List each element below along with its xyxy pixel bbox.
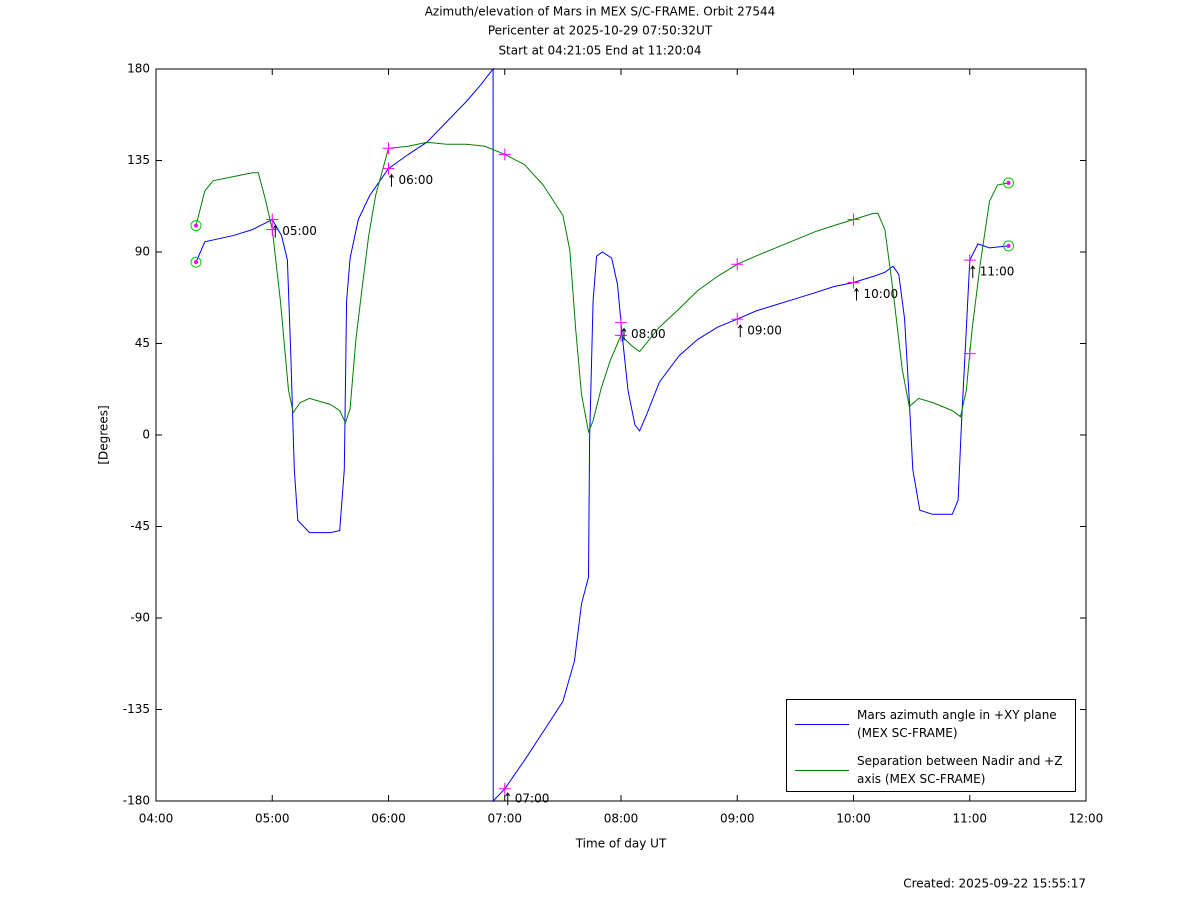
legend-label: Separation between Nadir and +Z axis (ME… (857, 754, 1063, 786)
y-axis-label: [Degrees] (97, 405, 111, 464)
annotation-arrow (272, 224, 278, 238)
annotation: 07:00 (515, 792, 550, 806)
y-tick-label: 45 (135, 336, 150, 350)
y-tick-label: -90 (130, 611, 150, 625)
hour-marker (963, 254, 976, 267)
legend-swatch (795, 769, 849, 771)
x-tick-label: 06:00 (371, 812, 406, 826)
x-tick-label: 07:00 (487, 812, 522, 826)
endpoint-dot (1006, 243, 1011, 248)
hour-marker (731, 313, 744, 326)
hour-marker (963, 347, 976, 360)
annotation: 05:00 (282, 224, 317, 238)
annotation-arrow (854, 287, 859, 301)
footer: Created: 2025-09-22 15:55:17 (903, 877, 1086, 891)
endpoint-marker (1003, 177, 1015, 189)
annotation: 08:00 (631, 327, 666, 341)
x-tick-label: 09:00 (720, 812, 755, 826)
chart-subtitle: Start at 04:21:05 End at 11:20:04 (498, 44, 701, 58)
endpoint-dot (193, 223, 198, 228)
chart-title: Azimuth/elevation of Mars in MEX S/C-FRA… (425, 5, 776, 19)
x-tick-label: 10:00 (836, 812, 871, 826)
annotation-arrow (389, 173, 394, 187)
legend-item: Separation between Nadir and +Z axis (ME… (795, 752, 1067, 788)
x-axis-label: Time of day UT (575, 837, 667, 851)
legend-item: Mars azimuth angle in +XY plane (MEX SC-… (795, 706, 1067, 742)
series-line (195, 141, 1009, 434)
hour-marker (731, 258, 744, 271)
y-tick-label: -45 (130, 519, 150, 533)
y-tick-label: 180 (127, 62, 150, 76)
legend-swatch (795, 723, 849, 725)
x-tick-label: 12:00 (1069, 812, 1104, 826)
annotation: 11:00 (980, 265, 1015, 279)
hour-marker (266, 213, 279, 226)
endpoint-dot (193, 260, 198, 265)
hour-marker (615, 316, 627, 329)
x-tick-label: 04:00 (139, 812, 174, 826)
hour-marker (847, 276, 860, 289)
endpoint-marker (190, 220, 202, 232)
annotation-arrow (970, 265, 976, 279)
y-tick-label: -180 (123, 794, 150, 808)
y-tick-label: 90 (135, 245, 150, 259)
endpoint-marker (190, 256, 202, 268)
hour-marker (382, 162, 395, 175)
legend: Mars azimuth angle in +XY plane (MEX SC-… (786, 699, 1076, 792)
y-tick-label: -135 (123, 702, 150, 716)
series-line (195, 67, 1009, 803)
annotation: 10:00 (864, 287, 899, 301)
y-tick-label: 0 (142, 428, 150, 442)
y-tick-label: 135 (127, 153, 150, 167)
annotation-arrow (505, 792, 511, 805)
hour-marker (498, 148, 511, 161)
annotation-arrow (737, 324, 743, 338)
legend-label: Mars azimuth angle in +XY plane (MEX SC-… (857, 708, 1057, 740)
annotation-arrow (621, 327, 627, 341)
x-tick-label: 11:00 (952, 812, 987, 826)
hour-marker (266, 223, 279, 236)
annotation: 09:00 (747, 324, 782, 338)
annotation: 06:00 (399, 173, 434, 187)
hour-marker (615, 329, 627, 342)
chart-subtitle: Pericenter at 2025-10-29 07:50:32UT (488, 24, 713, 38)
x-tick-label: 08:00 (604, 812, 639, 826)
x-tick-label: 05:00 (255, 812, 290, 826)
endpoint-dot (1006, 180, 1011, 185)
endpoint-marker (1003, 240, 1015, 252)
hour-marker (382, 142, 395, 155)
plot-frame (155, 68, 1087, 802)
hour-marker (498, 782, 511, 795)
hour-marker (847, 213, 860, 226)
